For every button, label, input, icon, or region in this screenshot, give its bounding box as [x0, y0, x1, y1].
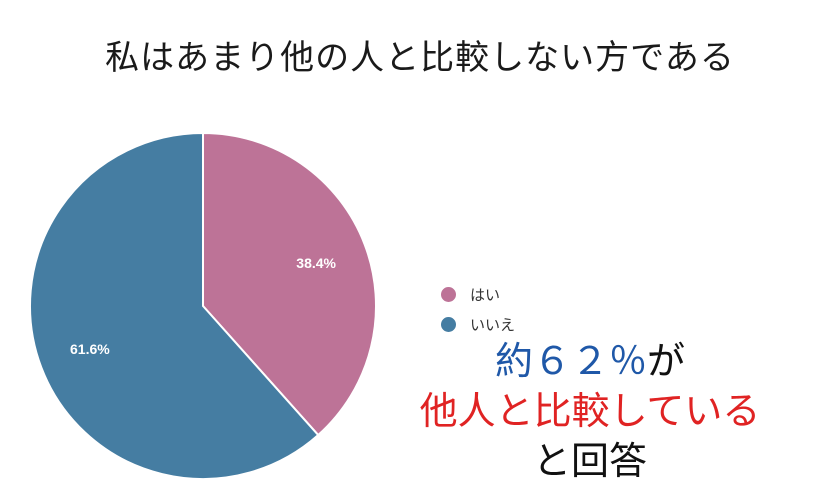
legend-item-hai: はい	[441, 282, 515, 306]
pie-chart: 38.4% 61.6%	[29, 131, 377, 480]
legend-swatch-hai	[441, 286, 456, 302]
legend-label-hai: はい	[470, 285, 501, 304]
pie-label-iie: 61.6%	[70, 341, 110, 357]
callout-text: 約６２％が 他人と比較している と回答	[400, 336, 780, 486]
callout-line-3: と回答	[532, 439, 647, 483]
legend-label-iie: いいえ	[470, 315, 516, 334]
pie-label-hai: 38.4%	[296, 255, 336, 271]
callout-line-2: 他人と比較している	[419, 389, 761, 433]
legend-item-iie: いいえ	[441, 312, 515, 336]
chart-title: 私はあまり他の人と比較しない方である	[105, 38, 735, 78]
callout-percentage: 約６２％	[494, 339, 647, 383]
callout-line-1: 約６２％が	[400, 336, 780, 386]
legend-swatch-iie	[441, 316, 456, 332]
legend: はい いいえ	[441, 282, 515, 342]
pie-slice-hai	[202, 131, 377, 437]
callout-particle: が	[647, 339, 686, 383]
pie-slice-iie	[29, 131, 320, 480]
